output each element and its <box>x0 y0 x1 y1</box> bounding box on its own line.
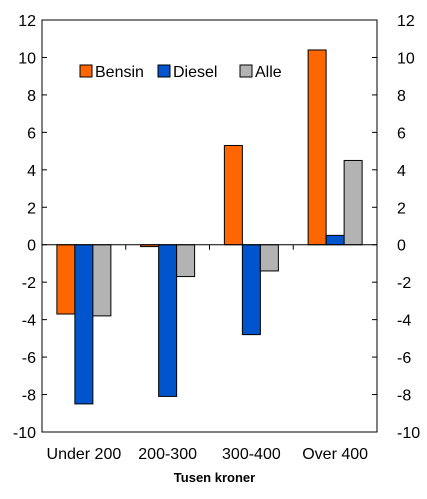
y-tick-label-right: 4 <box>397 163 406 180</box>
category-label: Over 400 <box>302 446 368 463</box>
category-label: 200-300 <box>138 446 197 463</box>
y-tick-label-left: 8 <box>27 88 36 105</box>
y-tick-label-right: -10 <box>397 425 420 442</box>
y-tick-label-left: 0 <box>27 238 36 255</box>
legend-label-diesel: Diesel <box>173 64 217 81</box>
plot-area <box>41 19 378 433</box>
y-axis-left: -10 -8 -6 -4 -2 0 2 4 6 8 10 12 <box>13 13 36 442</box>
y-tick-label-left: -10 <box>13 425 36 442</box>
y-tick-label-left: -4 <box>22 313 36 330</box>
bar-bensin-2 <box>223 144 243 246</box>
legend-swatch-alle <box>239 64 253 78</box>
bar-bensin-3 <box>307 49 327 246</box>
y-tick-label-right: 6 <box>397 125 406 142</box>
category-label: 300-400 <box>222 446 281 463</box>
y-tick-label-right: 10 <box>397 50 415 67</box>
y-tick-label-left: 10 <box>18 50 36 67</box>
bar-alle-0 <box>92 244 112 317</box>
y-tick-label-right: 0 <box>397 238 406 255</box>
legend-swatch-diesel <box>157 64 171 78</box>
y-tick-label-left: -6 <box>22 350 36 367</box>
bar-diesel-2 <box>241 244 261 336</box>
y-tick-label-right: -6 <box>397 350 411 367</box>
y-tick-label-left: -8 <box>22 388 36 405</box>
category-label: Under 200 <box>47 446 122 463</box>
y-tick-label-right: 2 <box>397 200 406 217</box>
y-axis-right: -10 -8 -6 -4 -2 0 2 4 6 8 10 12 <box>397 13 420 442</box>
plot-frame <box>41 19 378 433</box>
legend-swatch-bensin <box>79 64 93 78</box>
y-tick-label-right: -4 <box>397 313 411 330</box>
y-tick-label-right: -8 <box>397 388 411 405</box>
bar-diesel-1 <box>158 244 178 397</box>
bar-bensin-0 <box>56 244 76 315</box>
bar-alle-2 <box>259 244 279 272</box>
bar-alle-3 <box>343 159 363 246</box>
y-tick-label-right: 12 <box>397 13 415 30</box>
bar-diesel-3 <box>325 234 345 246</box>
bar-diesel-0 <box>74 244 94 405</box>
x-ticks <box>125 244 294 250</box>
x-axis-label: Tusen kroner <box>174 470 255 485</box>
y-tick-label-right: 8 <box>397 88 406 105</box>
y-tick-label-right: -2 <box>397 275 411 292</box>
y-tick-label-left: 12 <box>18 13 36 30</box>
legend: Bensin Diesel Alle <box>79 64 282 81</box>
legend-label-bensin: Bensin <box>95 64 144 81</box>
y-tick-label-left: 4 <box>27 163 36 180</box>
category-labels: Under 200 200-300 300-400 Over 400 <box>47 446 369 463</box>
legend-label-alle: Alle <box>255 64 282 81</box>
y-tick-label-left: 6 <box>27 125 36 142</box>
y-tick-label-left: -2 <box>22 275 36 292</box>
bar-alle-1 <box>176 244 196 278</box>
bars <box>56 49 363 405</box>
y-tick-label-left: 2 <box>27 200 36 217</box>
